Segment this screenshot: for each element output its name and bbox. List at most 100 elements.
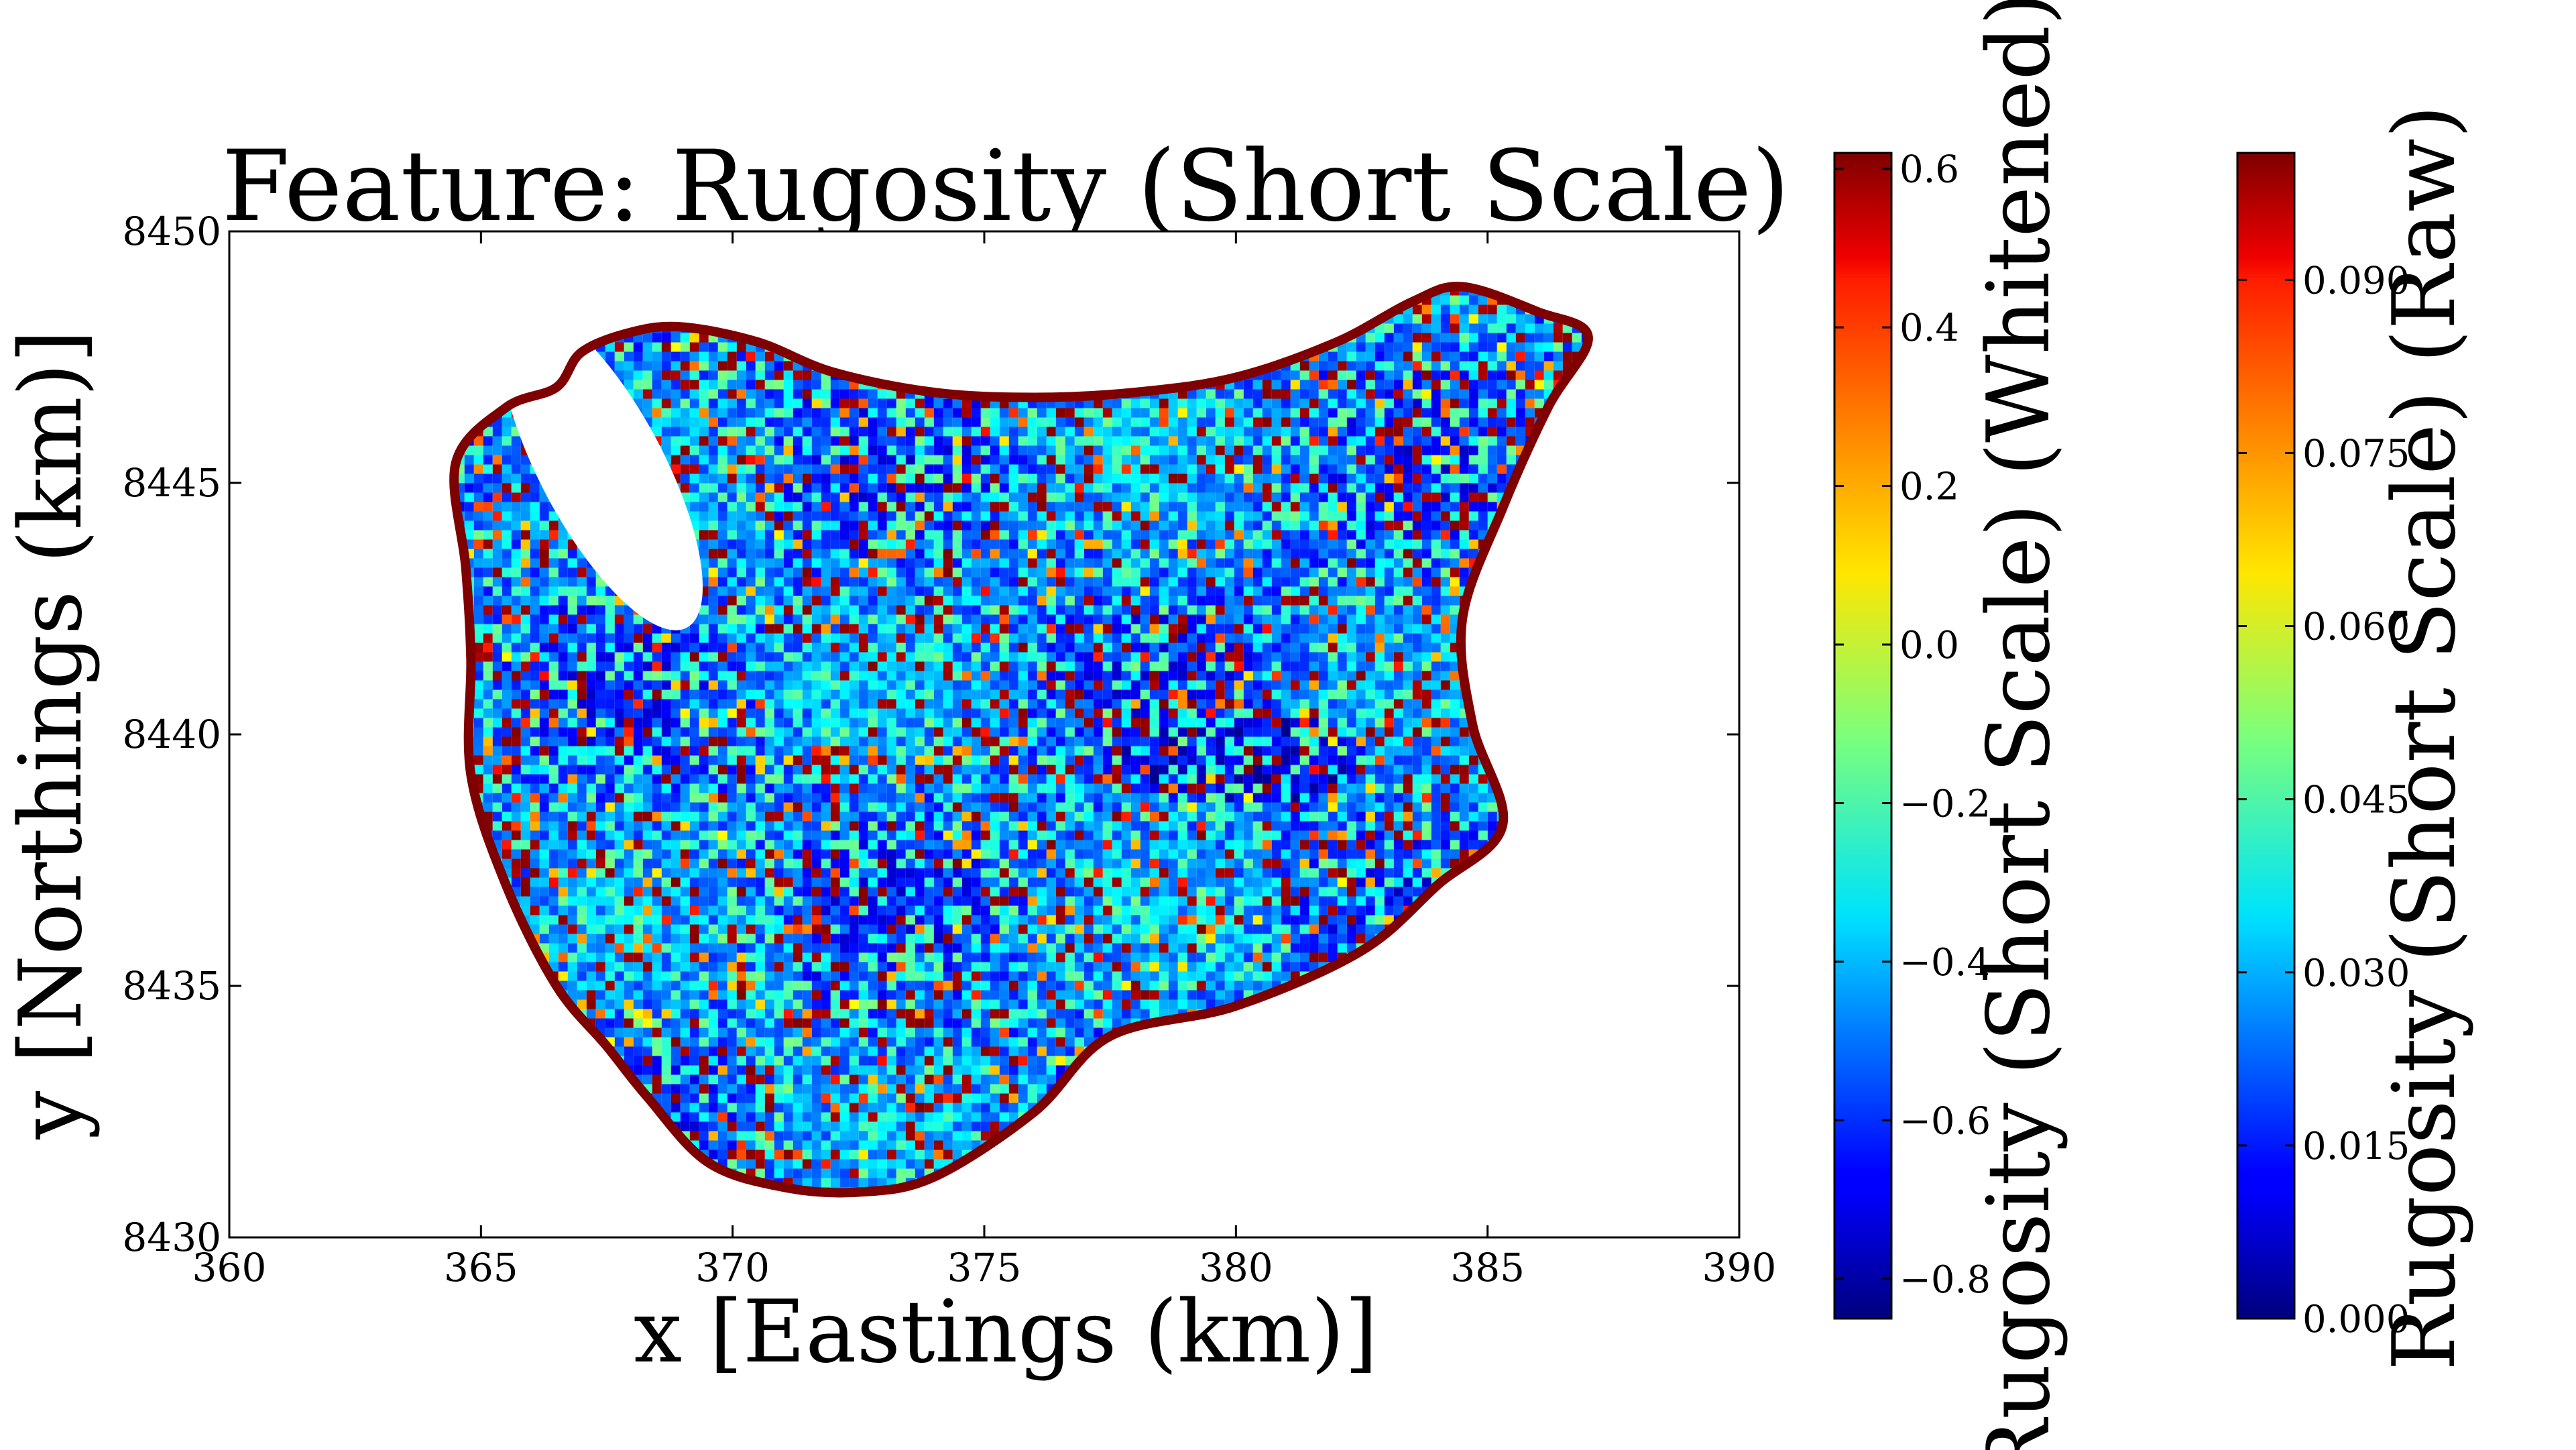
rugosity-sample: [567, 567, 577, 577]
rugosity-sample: [1337, 539, 1347, 549]
rugosity-sample: [1309, 530, 1319, 540]
rugosity-sample: [943, 577, 953, 587]
rugosity-sample: [1037, 502, 1047, 512]
rugosity-sample: [1365, 389, 1375, 399]
rugosity-sample: [1440, 624, 1450, 634]
rugosity-sample: [727, 464, 737, 474]
rugosity-sample: [558, 596, 568, 606]
rugosity-sample: [1159, 530, 1169, 540]
rugosity-sample: [1074, 483, 1084, 493]
rugosity-sample: [661, 333, 671, 343]
rugosity-sample: [1130, 567, 1140, 577]
rugosity-sample: [783, 633, 793, 643]
rugosity-sample: [1572, 342, 1582, 352]
rugosity-sample: [605, 605, 615, 615]
rugosity-sample: [1215, 492, 1225, 502]
rugosity-sample: [755, 567, 765, 577]
rugosity-sample: [1534, 361, 1544, 371]
rugosity-sample: [1177, 577, 1187, 587]
rugosity-sample: [1374, 473, 1385, 484]
rugosity-sample: [1046, 596, 1056, 606]
rugosity-sample: [783, 417, 793, 427]
rugosity-sample: [727, 577, 737, 587]
rugosity-sample: [755, 558, 765, 568]
rugosity-sample: [858, 445, 868, 455]
rugosity-sample: [1328, 549, 1338, 559]
rugosity-sample: [708, 380, 718, 390]
rugosity-sample: [1440, 464, 1450, 474]
rugosity-sample: [1130, 539, 1140, 549]
rugosity-sample: [708, 361, 718, 371]
rugosity-sample: [1543, 342, 1554, 352]
rugosity-sample: [1243, 577, 1253, 587]
rugosity-sample: [839, 577, 850, 587]
rugosity-sample: [642, 633, 652, 643]
rugosity-sample: [652, 643, 662, 653]
rugosity-sample: [1234, 417, 1244, 427]
rugosity-sample: [896, 427, 906, 437]
rugosity-sample: [915, 530, 925, 540]
rugosity-sample: [755, 370, 765, 380]
rugosity-sample: [1412, 624, 1422, 634]
rugosity-sample: [1412, 389, 1422, 399]
rugosity-sample: [1365, 342, 1375, 352]
rugosity-sample: [1055, 473, 1065, 484]
rugosity-sample: [811, 427, 821, 437]
rugosity-sample: [1149, 445, 1159, 455]
rugosity-sample: [802, 605, 812, 615]
rugosity-sample: [464, 473, 474, 484]
rugosity-sample: [1328, 511, 1338, 521]
rugosity-sample: [1318, 643, 1328, 653]
rugosity-sample: [1206, 445, 1216, 455]
rugosity-sample: [502, 492, 512, 502]
rugosity-sample: [699, 492, 709, 502]
rugosity-sample: [990, 605, 1000, 615]
rugosity-sample: [1262, 614, 1272, 624]
rugosity-sample: [1384, 436, 1394, 446]
rugosity-sample: [990, 455, 1000, 465]
rugosity-sample: [1224, 577, 1234, 587]
rugosity-sample: [1412, 304, 1422, 315]
rugosity-sample: [821, 530, 831, 540]
rugosity-sample: [1412, 596, 1422, 606]
rugosity-sample: [1318, 436, 1328, 446]
rugosity-sample: [1478, 520, 1488, 531]
rugosity-sample: [811, 539, 821, 549]
rugosity-sample: [1243, 558, 1253, 568]
rugosity-sample: [1440, 539, 1450, 549]
rugosity-sample: [502, 643, 512, 653]
rugosity-sample: [1393, 380, 1403, 390]
rugosity-sample: [652, 370, 662, 380]
rugosity-sample: [1112, 539, 1122, 549]
rugosity-sample: [1130, 483, 1140, 493]
rugosity-sample: [1196, 398, 1206, 408]
rugosity-sample: [1318, 596, 1328, 606]
rugosity-sample: [1271, 614, 1281, 624]
rugosity-sample: [680, 370, 690, 380]
rugosity-sample: [727, 455, 737, 465]
rugosity-sample: [1215, 427, 1225, 437]
rugosity-sample: [1403, 624, 1413, 634]
rugosity-sample: [961, 417, 972, 427]
rugosity-sample: [961, 408, 972, 418]
rugosity-sample: [755, 605, 765, 615]
rugosity-sample: [680, 633, 690, 643]
rugosity-sample: [1281, 624, 1291, 634]
rugosity-sample: [520, 558, 530, 568]
rugosity-sample: [708, 351, 718, 361]
rugosity-sample: [717, 436, 727, 446]
rugosity-sample: [971, 605, 981, 615]
rugosity-sample: [1234, 445, 1244, 455]
rugosity-sample: [821, 605, 831, 615]
rugosity-sample: [1084, 492, 1094, 502]
rugosity-sample: [1093, 398, 1103, 408]
rugosity-sample: [1384, 520, 1394, 531]
rugosity-sample: [915, 614, 925, 624]
rugosity-sample: [971, 455, 981, 465]
rugosity-sample: [1093, 492, 1103, 502]
rugosity-sample: [905, 577, 915, 587]
rugosity-sample: [727, 558, 737, 568]
rugosity-sample: [1290, 398, 1300, 408]
rugosity-sample: [764, 483, 774, 493]
rugosity-sample: [943, 530, 953, 540]
